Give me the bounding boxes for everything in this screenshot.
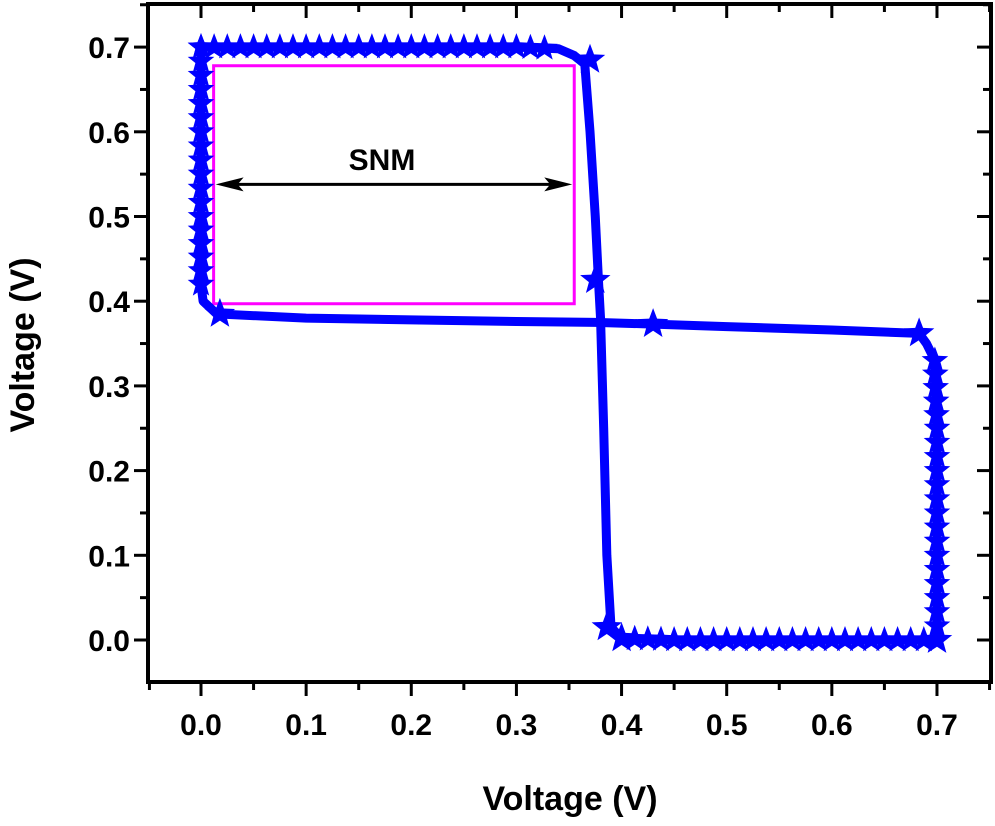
y-tick-label: 0.2 <box>88 456 130 489</box>
snm-square <box>212 64 576 306</box>
star-markers <box>187 33 938 652</box>
y-tick-label: 0.6 <box>88 117 130 150</box>
snm-label: SNM <box>349 144 416 177</box>
x-tick-labels: 0.0 0.1 0.2 0.3 0.4 0.5 0.6 0.7 <box>180 709 958 742</box>
y-tick-label: 0.4 <box>88 286 130 319</box>
y-tick-label: 0.0 <box>88 625 130 658</box>
y-tick-label: 0.3 <box>88 371 130 404</box>
star-markers <box>187 33 953 653</box>
y-axis-title: Voltage (V) <box>4 257 42 432</box>
y-tick-label: 0.7 <box>88 32 130 65</box>
y-tick-label: 0.5 <box>88 202 130 235</box>
data-series <box>187 33 953 653</box>
plot-frame <box>146 2 993 684</box>
y-tick-labels: 0.0 0.1 0.2 0.3 0.4 0.5 0.6 0.7 <box>88 32 130 658</box>
x-tick-label: 0.4 <box>601 709 643 742</box>
x-tick-label: 0.1 <box>285 709 327 742</box>
x-tick-label: 0.0 <box>180 709 222 742</box>
x-tick-label: 0.6 <box>811 709 853 742</box>
y-tick-label: 0.1 <box>88 540 130 573</box>
x-tick-label: 0.7 <box>916 709 958 742</box>
snm-arrow <box>215 177 573 192</box>
series-line <box>196 42 942 645</box>
x-axis-title: Voltage (V) <box>482 780 657 818</box>
x-tick-label: 0.5 <box>706 709 748 742</box>
axis-ticks <box>134 3 992 696</box>
x-tick-label: 0.3 <box>496 709 538 742</box>
x-tick-label: 0.2 <box>390 709 432 742</box>
series-line <box>196 42 942 645</box>
